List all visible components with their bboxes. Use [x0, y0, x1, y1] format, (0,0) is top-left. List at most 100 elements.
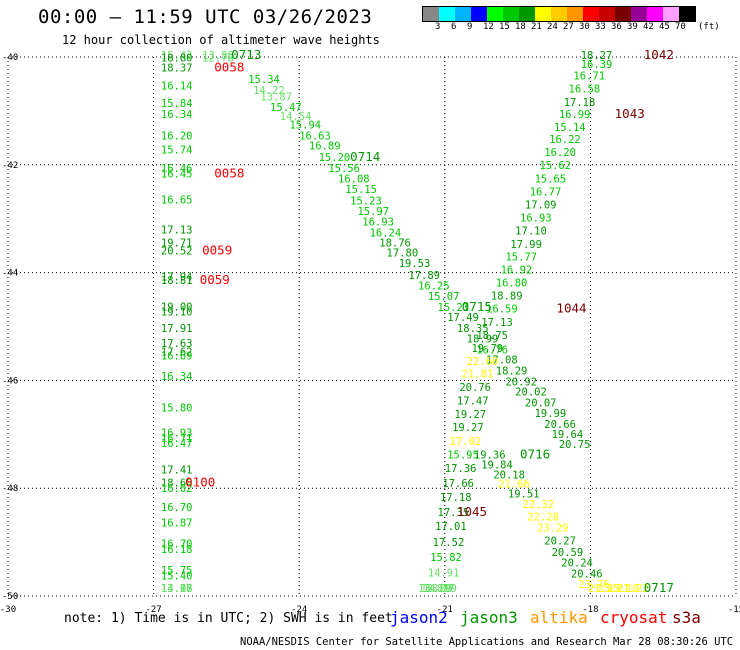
swh-value: 19.10 [161, 307, 193, 319]
swh-value: 16.34 [161, 109, 193, 121]
swh-value: 20.18 [493, 469, 525, 481]
longitude-tick-label: -18 [582, 605, 598, 615]
swh-value: 17.18 [564, 97, 596, 109]
swh-value: 20.66 [544, 419, 576, 431]
swh-value: 18.75 [476, 330, 508, 342]
swh-value: 17.02 [450, 436, 482, 448]
pass-time-label: 0059 [200, 272, 230, 287]
swh-value: 13.87 [260, 92, 292, 104]
color-scale-label: 33 [595, 22, 606, 32]
color-swatch [647, 7, 663, 21]
swh-value: 15.20 [319, 152, 351, 164]
swh-value: 20.02 [515, 386, 547, 398]
swh-value: 16.76 [476, 344, 508, 356]
swh-value: 16.08 [338, 174, 370, 186]
swh-value: 16.99 [559, 109, 591, 121]
swh-value: 16.45 [161, 169, 193, 181]
swh-value: 13.81 [418, 583, 450, 595]
pass-time-label: 0713 [231, 47, 261, 62]
swh-value: 20.76 [459, 382, 491, 394]
swh-value: 13.88 [202, 50, 234, 62]
swh-value: 22.60 [467, 356, 499, 368]
swh-value: 16.47 [161, 438, 193, 450]
swh-value: 19.79 [471, 343, 503, 355]
color-scale-label: 39 [627, 22, 638, 32]
color-scale-label: 24 [547, 22, 558, 32]
swh-value: 16.65 [161, 195, 193, 207]
swh-value: 16.93 [161, 427, 193, 439]
swh-value: 23.29 [537, 522, 569, 534]
swh-value: 16.92 [501, 265, 533, 277]
swh-value: 18.81 [161, 275, 193, 287]
color-scale-label: 21 [531, 22, 542, 32]
color-scale-label: 30 [579, 22, 590, 32]
latitude-tick-label: -42 [2, 161, 18, 171]
swh-value: 17.63 [161, 338, 193, 350]
swh-value: 19.53 [399, 258, 431, 270]
swh-value: 16.77 [530, 187, 562, 199]
swh-value: 18.68 [161, 478, 193, 490]
color-scale-label: 27 [563, 22, 574, 32]
swh-value: 16.34 [161, 371, 193, 383]
swh-value: 17.52 [433, 537, 465, 549]
swh-value: 17.91 [161, 323, 193, 335]
swh-value: 15.74 [161, 144, 193, 156]
swh-value: 16.93 [520, 212, 552, 224]
color-swatch [487, 7, 503, 21]
color-swatch [583, 7, 599, 21]
swh-value: 15.75 [161, 565, 193, 577]
swh-value: 16.22 [549, 134, 581, 146]
satellite-legend-item: cryosat [600, 608, 668, 627]
swh-value: 23.76 [578, 579, 610, 591]
swh-value: 18.99 [467, 334, 499, 346]
pass-time-label: 1042 [644, 47, 674, 62]
satellite-legend-item: altika [530, 608, 588, 627]
swh-value: 15.23 [350, 196, 382, 208]
color-scale-label: 3 [435, 22, 441, 32]
swh-value: 12.78 [202, 52, 234, 64]
swh-value: 16.39 [581, 59, 613, 71]
pass-time-label: 1043 [615, 106, 645, 121]
swh-value: 15.77 [505, 252, 537, 264]
swh-value: 16.80 [496, 278, 528, 290]
swh-value: 15.14 [554, 122, 586, 134]
swh-value: 15.80 [161, 403, 193, 415]
swh-value: 17.47 [457, 396, 489, 408]
color-scale-label: 6 [451, 22, 457, 32]
swh-value: 19.99 [535, 408, 567, 420]
swh-value: 15.47 [270, 102, 302, 114]
swh-value: 21.95 [588, 583, 620, 595]
swh-value: 20.07 [525, 397, 557, 409]
swh-value: 15.07 [428, 291, 460, 303]
longitude-tick-label: -27 [145, 605, 161, 615]
longitude-tick-label: -24 [291, 605, 307, 615]
swh-value: 15.84 [161, 98, 193, 110]
swh-value: 17.41 [161, 465, 193, 477]
swh-value: 15.21 [438, 302, 470, 314]
color-scale-label: 9 [467, 22, 473, 32]
swh-value: 13.66 [161, 583, 193, 595]
swh-value: 15.43 [161, 50, 193, 62]
swh-value: 17.49 [447, 312, 479, 324]
pass-time-label: 0717 [644, 580, 674, 595]
swh-value: 16.24 [370, 227, 402, 239]
swh-value: 18.35 [457, 323, 489, 335]
color-scale-label: 45 [659, 22, 670, 32]
pass-time-label: 1045 [457, 504, 487, 519]
color-swatch [503, 7, 519, 21]
swh-value: 19.84 [481, 459, 513, 471]
swh-value: 17.18 [440, 492, 472, 504]
swh-value: 17.62 [161, 347, 193, 359]
color-swatch [423, 7, 439, 21]
latitude-tick-label: -44 [2, 269, 18, 279]
swh-value: 20.52 [161, 245, 193, 257]
swh-value: 17.89 [408, 270, 440, 282]
swh-value: 20.92 [505, 376, 537, 388]
color-swatch [471, 7, 487, 21]
swh-value: 20.75 [559, 439, 591, 451]
swh-value: 14.54 [280, 111, 312, 123]
color-scale-label: 42 [643, 22, 654, 32]
color-swatch [567, 7, 583, 21]
swh-value: 16.71 [573, 71, 605, 83]
note-text: note: 1) Time is in UTC; 2) SWH is in fe… [64, 611, 393, 626]
